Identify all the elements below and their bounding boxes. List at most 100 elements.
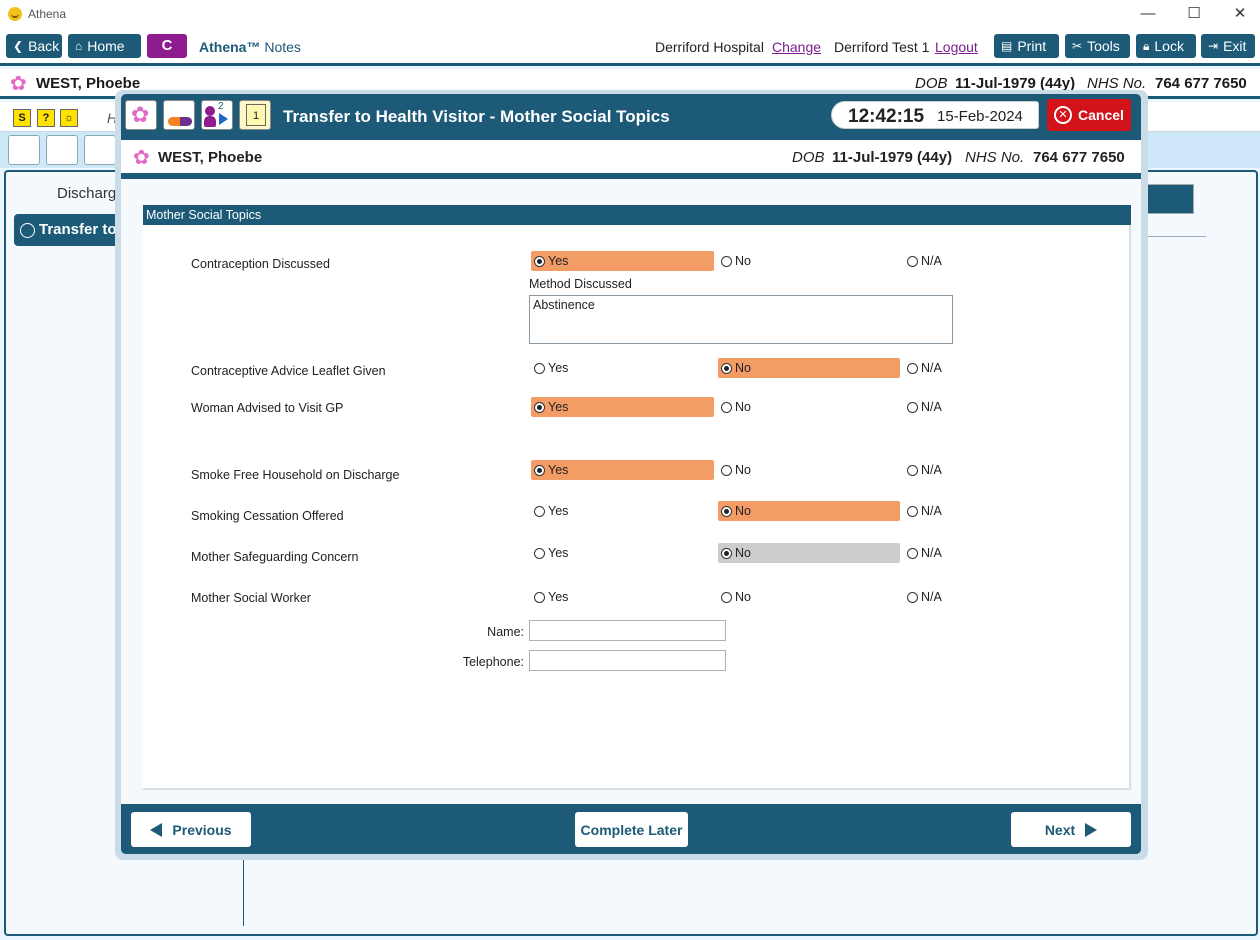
lock-icon: 🔒︎ xyxy=(1143,38,1150,53)
radio-option-no[interactable]: No xyxy=(718,460,900,480)
print-button[interactable]: ▤ Print xyxy=(994,34,1059,58)
exit-button[interactable]: ⇥ Exit xyxy=(1201,34,1255,58)
baby-progress-icon: 2 xyxy=(201,100,233,130)
home-icon: ⌂ xyxy=(75,39,83,53)
athena-logo-icon xyxy=(8,7,22,21)
radio-option-label: N/A xyxy=(921,254,942,268)
radio-option-yes[interactable]: Yes xyxy=(531,397,714,417)
radio-option-label: No xyxy=(735,400,751,414)
notes-page-icon: 1 xyxy=(239,100,271,130)
radio-option-yes[interactable]: Yes xyxy=(531,358,714,378)
modal-frame: ✿ 2 1 Transfer to Health Visitor - Mothe… xyxy=(121,94,1141,854)
radio-option-label: N/A xyxy=(921,590,942,604)
arrow-right-icon xyxy=(1085,822,1098,837)
radio-option-na[interactable]: N/A xyxy=(904,397,984,417)
settings-icon[interactable]: ☼ xyxy=(60,109,78,127)
flower-icon xyxy=(133,145,151,170)
previous-button[interactable]: Previous xyxy=(131,812,251,847)
nhs-label: NHS No. xyxy=(965,149,1025,166)
modal-footer: Previous Complete Later Next xyxy=(121,804,1141,854)
background-discharge-label: Discharg xyxy=(57,185,117,202)
radio-option-no[interactable]: No xyxy=(718,501,900,521)
radio-option-label: Yes xyxy=(548,590,569,604)
radio-option-label: Yes xyxy=(548,546,569,560)
cancel-button[interactable]: ✕ Cancel xyxy=(1047,99,1131,131)
radio-option-na[interactable]: N/A xyxy=(904,543,984,563)
baby-tab-icon[interactable] xyxy=(84,135,116,165)
radio-option-label: No xyxy=(735,361,751,375)
radio-option-label: Yes xyxy=(548,361,569,375)
maximize-button[interactable]: ☐ xyxy=(1187,5,1201,22)
modal-title: Transfer to Health Visitor - Mother Soci… xyxy=(283,107,670,126)
patient-name: WEST, Phoebe xyxy=(158,149,263,166)
telephone-label: Telephone: xyxy=(462,655,524,669)
name-input[interactable] xyxy=(529,620,726,641)
method-discussed-textarea[interactable]: Abstinence xyxy=(529,295,953,344)
radio-option-no[interactable]: No xyxy=(718,251,900,271)
radio-option-label: No xyxy=(735,254,751,268)
section-header: Mother Social Topics xyxy=(143,205,1131,225)
question-label: Mother Safeguarding Concern xyxy=(191,550,359,564)
chevron-left-icon: ❮ xyxy=(13,39,24,53)
radio-option-na[interactable]: N/A xyxy=(904,251,984,271)
radio-option-na[interactable]: N/A xyxy=(904,501,984,521)
radio-option-label: Yes xyxy=(548,463,569,477)
radio-option-yes[interactable]: Yes xyxy=(531,543,714,563)
radio-option-na[interactable]: N/A xyxy=(904,460,984,480)
radio-option-yes[interactable]: Yes xyxy=(531,501,714,521)
radio-circle-icon xyxy=(534,401,545,413)
tools-button[interactable]: ✂ Tools xyxy=(1065,34,1130,58)
flower-tab-icon[interactable] xyxy=(8,135,40,165)
patient-name: WEST, Phoebe xyxy=(36,75,141,92)
radio-option-no[interactable]: No xyxy=(718,397,900,417)
radio-option-no[interactable]: No xyxy=(718,358,900,378)
c-button[interactable]: C xyxy=(147,34,187,58)
tools-icon: ✂ xyxy=(1072,39,1083,53)
question-label: Contraception Discussed xyxy=(191,257,330,271)
radio-option-label: N/A xyxy=(921,361,942,375)
clock-date: 15-Feb-2024 xyxy=(937,108,1023,125)
radio-circle-icon xyxy=(907,505,918,517)
radio-option-label: N/A xyxy=(921,400,942,414)
radio-option-no[interactable]: No xyxy=(718,587,900,607)
background-transfer-tab[interactable]: Transfer to xyxy=(14,214,124,246)
home-button[interactable]: ⌂ Home xyxy=(68,34,141,58)
radio-circle-icon xyxy=(534,505,545,517)
exit-icon: ⇥ xyxy=(1208,39,1219,53)
next-button[interactable]: Next xyxy=(1011,812,1131,847)
question-label: Mother Social Worker xyxy=(191,591,311,605)
question-label: Contraceptive Advice Leaflet Given xyxy=(191,364,386,378)
modal-patient-banner: WEST, Phoebe DOB 11-Jul-1979 (44y) NHS N… xyxy=(121,140,1141,176)
transfer-modal: ✿ 2 1 Transfer to Health Visitor - Mothe… xyxy=(115,90,1148,860)
title-bar: Athena — ☐ ✕ xyxy=(0,0,1260,28)
user-name: Derriford Test 1 xyxy=(834,39,930,55)
radio-option-label: Yes xyxy=(548,254,569,268)
radio-option-na[interactable]: N/A xyxy=(904,358,984,378)
close-window-button[interactable]: ✕ xyxy=(1233,5,1247,22)
radio-option-yes[interactable]: Yes xyxy=(531,460,714,480)
radio-option-yes[interactable]: Yes xyxy=(531,251,714,271)
radio-option-label: No xyxy=(735,504,751,518)
se-icon[interactable]: S xyxy=(13,109,31,127)
medication-tab-icon[interactable] xyxy=(46,135,78,165)
minimize-button[interactable]: — xyxy=(1140,5,1156,22)
clock-time: 12:42:15 xyxy=(848,106,925,127)
radio-circle-icon xyxy=(534,255,545,267)
flower-icon: ✿ xyxy=(125,100,157,130)
radio-circle-icon xyxy=(534,547,545,559)
main-toolbar: ❮ Back ⌂ Home C Athena™ Notes Derriford Ho… xyxy=(0,28,1260,66)
change-hospital-link[interactable]: Change xyxy=(772,39,822,55)
telephone-input[interactable] xyxy=(529,650,726,671)
help-icon[interactable]: ? xyxy=(37,109,55,127)
radio-option-yes[interactable]: Yes xyxy=(531,587,714,607)
radio-circle-icon xyxy=(907,547,918,559)
logout-link[interactable]: Logout xyxy=(935,39,978,55)
radio-option-na[interactable]: N/A xyxy=(904,587,984,607)
back-button[interactable]: ❮ Back xyxy=(6,34,62,58)
background-divider xyxy=(1136,236,1206,237)
lock-button[interactable]: 🔒︎ Lock xyxy=(1136,34,1196,58)
question-label: Woman Advised to Visit GP xyxy=(191,401,344,415)
radio-option-no[interactable]: No xyxy=(718,543,900,563)
radio-option-label: N/A xyxy=(921,546,942,560)
complete-later-button[interactable]: Complete Later xyxy=(575,812,688,847)
